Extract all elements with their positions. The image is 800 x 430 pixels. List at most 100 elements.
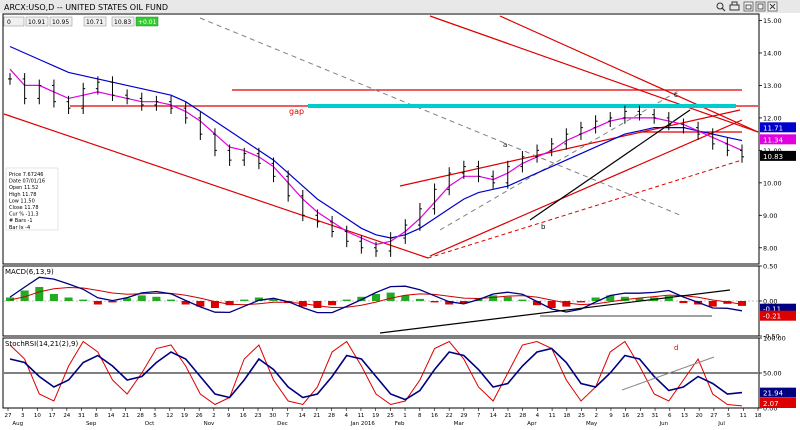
header-val-4: 10.83 bbox=[114, 19, 131, 26]
dashed-gray-down bbox=[199, 17, 681, 216]
price-header: 0 10.91 10.95 10.71 10.83 +0.01 bbox=[3, 16, 159, 27]
macd-histogram-bar bbox=[430, 301, 439, 303]
stoch-tag-box bbox=[760, 387, 796, 398]
macd-tick-label: -0.50 bbox=[763, 333, 780, 341]
day-tick-label: 1 bbox=[403, 413, 407, 419]
day-tick-label: 23 bbox=[637, 413, 644, 419]
price-tag-label: 11.34 bbox=[763, 136, 784, 144]
black-support-line bbox=[529, 109, 691, 221]
price-tag-box bbox=[760, 150, 796, 161]
close-icon[interactable] bbox=[767, 1, 778, 12]
day-tick-label: 17 bbox=[49, 413, 56, 419]
macd-tag-label: -0.11 bbox=[763, 306, 781, 314]
price-tick-label: 8.00 bbox=[763, 244, 777, 252]
macd-histogram-bar bbox=[313, 301, 322, 308]
macd-histogram-bar bbox=[225, 301, 234, 306]
month-label: Jul bbox=[717, 421, 725, 426]
macd-trendline bbox=[379, 289, 731, 334]
day-tick-label: 22 bbox=[446, 413, 453, 419]
day-tick-label: 21 bbox=[313, 413, 320, 419]
month-label: Dec bbox=[277, 421, 288, 426]
day-tick-label: 18 bbox=[563, 413, 570, 419]
macd-tag-label: -0.21 bbox=[763, 313, 781, 321]
search-icon[interactable] bbox=[716, 2, 726, 12]
day-tick-label: 19 bbox=[181, 413, 188, 419]
day-tick-label: 29 bbox=[460, 413, 467, 419]
day-tick-label: 31 bbox=[78, 413, 85, 419]
annotation-gap: gap bbox=[289, 107, 304, 116]
macd-histogram-bar bbox=[79, 299, 88, 301]
macd-histogram-bar bbox=[49, 294, 58, 301]
month-label: Feb bbox=[395, 421, 405, 426]
macd-histogram-bar bbox=[562, 301, 571, 307]
macd-histogram-bar bbox=[240, 299, 249, 301]
macd-tick-label: 0.00 bbox=[763, 298, 777, 306]
day-tick-label: 27 bbox=[5, 413, 12, 419]
macd-histogram-bar bbox=[269, 298, 278, 301]
day-tick-label: 14 bbox=[299, 413, 306, 419]
stoch-k-line bbox=[9, 340, 743, 407]
annotation-d: d bbox=[674, 344, 678, 352]
macd-histogram-bar bbox=[503, 296, 512, 301]
day-tick-label: 14 bbox=[490, 413, 497, 419]
price-tick-label: 10.00 bbox=[763, 179, 782, 187]
macd-histogram-bar bbox=[737, 301, 747, 306]
macd-histogram-bar bbox=[664, 296, 673, 301]
macd-histogram-bar bbox=[20, 290, 29, 301]
maximize-icon[interactable] bbox=[755, 1, 766, 12]
header-change: +0.01 bbox=[138, 19, 157, 26]
stoch-tag-label: 21.94 bbox=[763, 390, 784, 398]
day-tick-label: 16 bbox=[431, 413, 438, 419]
macd-histogram-bar bbox=[547, 301, 556, 308]
day-tick-label: 9 bbox=[609, 413, 613, 419]
day-tick-label: 28 bbox=[328, 413, 335, 419]
day-tick-label: 18 bbox=[755, 413, 762, 419]
macd-histogram-bar bbox=[708, 301, 717, 307]
day-tick-label: 23 bbox=[255, 413, 262, 419]
day-tick-label: 21 bbox=[122, 413, 129, 419]
month-label: Jun bbox=[658, 421, 668, 426]
macd-histogram-bar bbox=[371, 294, 381, 301]
print-icon[interactable] bbox=[729, 1, 740, 11]
macd-histogram-bar bbox=[181, 301, 190, 305]
day-tick-label: 21 bbox=[505, 413, 512, 419]
day-tick-label: 27 bbox=[710, 413, 717, 419]
macd-line bbox=[9, 276, 743, 314]
day-tick-label: 11 bbox=[740, 413, 747, 419]
stoch-tag-box bbox=[760, 398, 796, 408]
restore-icon[interactable] bbox=[743, 1, 754, 12]
month-label: Aug bbox=[12, 421, 23, 426]
price-axis: 15.00 14.00 13.00 12.00 11.00 10.00 9.00 8.00 11… bbox=[759, 17, 796, 252]
month-label: Jan 2016 bbox=[350, 421, 376, 426]
day-tick-label: 31 bbox=[652, 413, 659, 419]
macd-histogram-bar bbox=[210, 301, 219, 308]
dashed-gray-up bbox=[439, 89, 681, 231]
info-line: # Bars -1 bbox=[9, 218, 33, 224]
day-tick-label: 19 bbox=[372, 413, 379, 419]
price-tag-label: 10.83 bbox=[763, 153, 783, 161]
macd-signal-line bbox=[9, 286, 743, 309]
day-tick-label: 2 bbox=[212, 413, 216, 419]
macd-histogram-bar bbox=[489, 295, 498, 301]
day-tick-label: 8 bbox=[418, 413, 422, 419]
header-val-3: 10.71 bbox=[86, 19, 103, 26]
macd-histogram-bar bbox=[254, 297, 263, 301]
macd-histogram-bar bbox=[167, 299, 176, 301]
dashed-support-red bbox=[427, 159, 743, 259]
macd-histogram-bar bbox=[123, 298, 132, 301]
descending-upper-2 bbox=[499, 15, 759, 133]
day-tick-label: 13 bbox=[681, 413, 688, 419]
day-tick-label: 28 bbox=[137, 413, 144, 419]
day-tick-label: 24 bbox=[63, 413, 70, 419]
price-panel-frame bbox=[2, 13, 760, 265]
macd-tag-box bbox=[760, 310, 796, 321]
stoch-trendline bbox=[621, 356, 715, 391]
macd-histogram-bar bbox=[533, 301, 542, 306]
time-axis: 27 3 10 17 24 31 8 14 21 28 5 12 19 26 2 9 16 23 30 7 14 21 28… bbox=[5, 408, 762, 427]
day-tick-label: 7 bbox=[477, 413, 481, 419]
macd-histogram-bar bbox=[679, 301, 688, 304]
header-val-2: 10.95 bbox=[52, 19, 69, 26]
macd-histogram-bar bbox=[64, 297, 73, 301]
